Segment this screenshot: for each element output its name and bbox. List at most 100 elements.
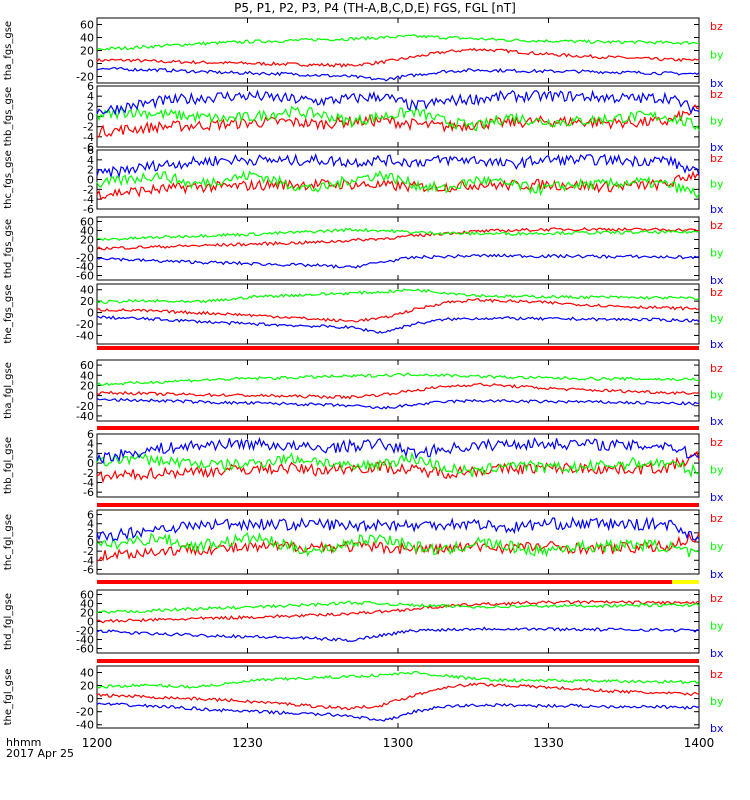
series-line-by xyxy=(96,670,700,689)
y-tick-label: 20 xyxy=(80,234,94,247)
y-tick-label: -6 xyxy=(83,141,94,154)
legend-bx: bx xyxy=(710,722,724,735)
y-tick-label: 60 xyxy=(80,19,94,32)
legend-by: by xyxy=(710,389,724,402)
y-tick-label: 20 xyxy=(80,680,94,693)
y-tick-label: -4 xyxy=(83,131,94,144)
legend-bx: bx xyxy=(710,203,724,216)
legend-bz: bz xyxy=(710,152,723,165)
y-tick-label: 40 xyxy=(80,598,94,611)
legend-by: by xyxy=(710,115,724,128)
legend-by: by xyxy=(710,540,724,553)
date-label: 2017 Apr 25 xyxy=(6,747,75,760)
y-tick-label: 6 xyxy=(87,428,94,441)
x-tick-label: 1330 xyxy=(533,736,564,750)
series-line-by xyxy=(96,451,700,479)
y-tick-label: 20 xyxy=(80,295,94,308)
y-tick-label: 4 xyxy=(87,154,94,167)
series-line-bx xyxy=(96,436,700,464)
y-tick-label: 0 xyxy=(87,58,94,71)
y-tick-label: 60 xyxy=(80,359,94,372)
y-axis-label: the_fgs_gse xyxy=(3,284,14,343)
y-tick-label: -40 xyxy=(76,261,94,274)
x-tick-label: 1230 xyxy=(232,736,263,750)
legend-bz: bz xyxy=(710,512,723,525)
y-tick-label: 0 xyxy=(87,390,94,403)
y-tick-label: -4 xyxy=(83,476,94,489)
series-line-bz xyxy=(96,682,700,711)
y-tick-label: 6 xyxy=(87,509,94,522)
series-line-by xyxy=(96,288,700,304)
y-tick-label: 0 xyxy=(87,536,94,549)
y-tick-label: 60 xyxy=(80,216,94,229)
time-axis-label: hhmm xyxy=(6,736,42,749)
series-line-by xyxy=(96,105,700,132)
legend-by: by xyxy=(710,312,724,325)
y-tick-label: 0 xyxy=(87,457,94,470)
y-tick-label: 6 xyxy=(87,144,94,157)
series-line-bx xyxy=(96,153,700,179)
series-line-by xyxy=(96,227,700,242)
series-line-bx xyxy=(96,66,700,82)
separator-bar xyxy=(97,580,699,584)
y-tick-label: 20 xyxy=(80,379,94,392)
separator-bar xyxy=(672,580,699,584)
y-tick-label: 60 xyxy=(80,589,94,602)
panel-frame xyxy=(96,359,700,422)
y-tick-label: -20 xyxy=(76,400,94,413)
x-tick-label: 1400 xyxy=(684,736,715,750)
y-tick-label: 0 xyxy=(87,243,94,256)
y-tick-label: 2 xyxy=(87,447,94,460)
y-tick-label: -6 xyxy=(83,563,94,576)
y-tick-label: -4 xyxy=(83,554,94,567)
y-tick-label: -2 xyxy=(83,467,94,480)
y-tick-label: -40 xyxy=(76,329,94,342)
legend-bz: bz xyxy=(710,362,723,375)
series-line-bz xyxy=(96,170,700,201)
y-tick-label: -20 xyxy=(76,318,94,331)
y-axis-label: thc_fgl_gse xyxy=(3,514,14,570)
series-line-bz xyxy=(96,298,700,323)
y-axis-label: tha_fgs_gse xyxy=(3,21,14,80)
legend-bz: bz xyxy=(710,668,723,681)
separator-bar xyxy=(97,659,699,663)
y-tick-label: -60 xyxy=(76,270,94,283)
y-axis-label: tha_fgl_gse xyxy=(3,362,14,419)
series-line-bz xyxy=(96,382,700,400)
series-line-bz xyxy=(96,450,700,484)
legend-bx: bx xyxy=(710,274,724,287)
chart-title: P5, P1, P2, P3, P4 (TH-A,B,C,D,E) FGS, F… xyxy=(234,1,516,15)
y-tick-label: -60 xyxy=(76,643,94,656)
y-tick-label: -2 xyxy=(83,121,94,134)
legend-bz: bz xyxy=(710,20,723,33)
separator-bar xyxy=(97,503,699,507)
y-tick-label: 40 xyxy=(80,225,94,238)
y-tick-label: 4 xyxy=(87,90,94,103)
y-tick-label: 0 xyxy=(87,693,94,706)
legend-bz: bz xyxy=(710,592,723,605)
y-tick-label: -2 xyxy=(83,545,94,558)
y-tick-label: 40 xyxy=(80,32,94,45)
legend-bz: bz xyxy=(710,436,723,449)
y-tick-label: 20 xyxy=(80,45,94,58)
y-tick-label: 0 xyxy=(87,111,94,124)
y-axis-label: thb_fgs_gse xyxy=(3,87,14,146)
legend-bx: bx xyxy=(710,141,724,154)
series-line-bx xyxy=(96,253,700,269)
legend-bx: bx xyxy=(710,77,724,90)
y-tick-label: -40 xyxy=(76,410,94,423)
legend-by: by xyxy=(710,464,724,477)
legend-bz: bz xyxy=(710,286,723,299)
panel-frame xyxy=(96,589,700,654)
legend-bx: bx xyxy=(710,568,724,581)
y-tick-label: -20 xyxy=(76,625,94,638)
series-line-by xyxy=(96,531,700,558)
y-axis-label: thd_fgs_gse xyxy=(3,219,14,278)
y-tick-label: -20 xyxy=(76,706,94,719)
y-tick-label: 2 xyxy=(87,164,94,177)
y-tick-label: -40 xyxy=(76,634,94,647)
legend-bx: bx xyxy=(710,415,724,428)
y-tick-label: 0 xyxy=(87,616,94,629)
y-tick-label: -6 xyxy=(83,486,94,499)
y-tick-label: 0 xyxy=(87,307,94,320)
